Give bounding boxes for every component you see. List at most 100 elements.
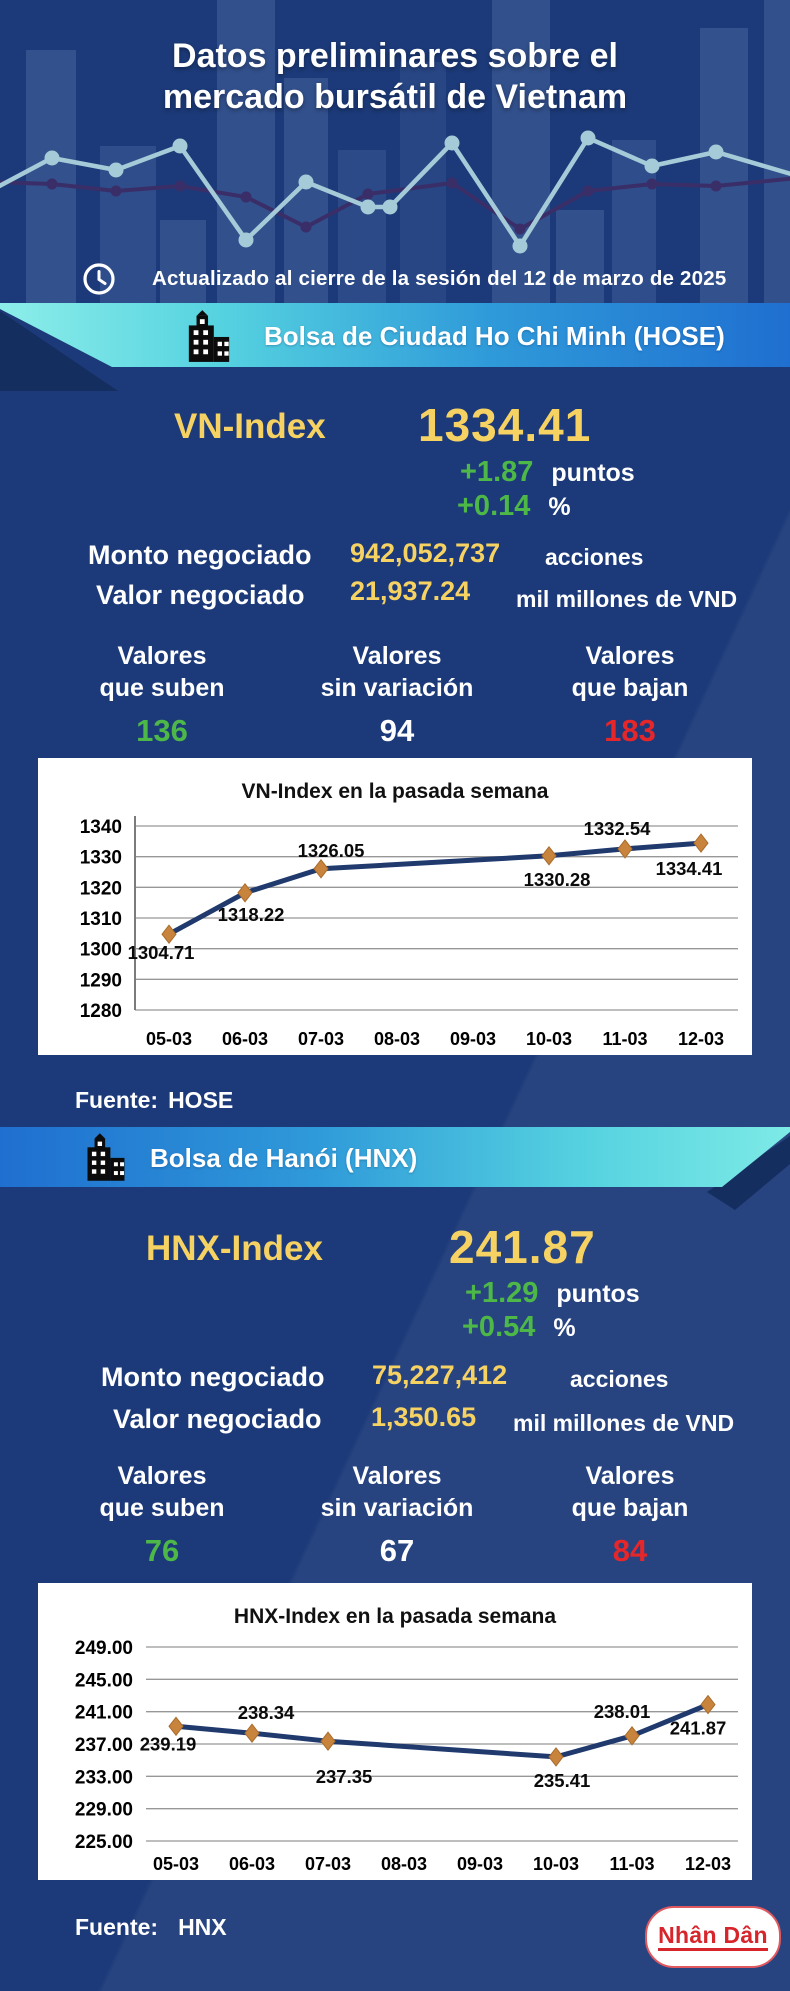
chart-line — [166, 840, 704, 937]
svg-text:241.00: 241.00 — [75, 1703, 133, 1724]
svg-text:11-03: 11-03 — [609, 1854, 654, 1874]
svg-text:1330: 1330 — [80, 848, 122, 869]
hnx-change-percent: +0.54 — [462, 1311, 536, 1343]
svg-text:10-03: 10-03 — [533, 1854, 579, 1874]
title-line-2: mercado bursátil de Vietnam — [162, 77, 628, 116]
source-value: HOSE — [168, 1087, 234, 1113]
hose-value-unit: mil millones de VND — [516, 586, 738, 612]
hose-advancers-count: 136 — [136, 713, 188, 748]
chart-marker — [313, 858, 329, 879]
svg-text:1340: 1340 — [80, 817, 122, 838]
hnx-decliners: Valores que bajan 84 — [520, 1460, 740, 1569]
source-label: Fuente: — [75, 1914, 159, 1940]
point-label: 238.34 — [238, 1702, 295, 1723]
hnx-value-label: Valor negociado — [113, 1404, 322, 1434]
vn-percent-unit: % — [548, 493, 571, 521]
svg-text:1280: 1280 — [80, 1001, 122, 1022]
svg-text:06-03: 06-03 — [229, 1854, 275, 1874]
hose-decliners: Valores que bajan 183 — [520, 640, 740, 749]
svg-text:05-03: 05-03 — [153, 1854, 199, 1874]
chart-svg: HNX-Index en la pasada semana 249.00 245.0… — [75, 1605, 738, 1874]
svg-text:249.00: 249.00 — [75, 1638, 133, 1659]
vn-index-chart: VN-Index en la pasada semana 1340 1330 1320… — [38, 758, 752, 1055]
hnx-index-label: HNX-Index — [146, 1229, 323, 1268]
point-label: 1332.54 — [584, 818, 652, 839]
vn-change-percent: +0.14 — [457, 490, 531, 522]
unchanged-label-2: sin variación — [320, 674, 474, 702]
advancers-label-2: que suben — [99, 1494, 225, 1522]
hose-banner: Bolsa de Ciudad Ho Chi Minh (HOSE) — [0, 303, 790, 367]
svg-text:09-03: 09-03 — [450, 1029, 496, 1049]
hnx-change-percent-row: +0.54 % — [462, 1311, 576, 1344]
hnx-change-points-row: +1.29 puntos — [465, 1277, 640, 1310]
header: Datos preliminares sobre el mercado burs… — [0, 0, 790, 303]
nhandan-logo: Nhân Dân — [645, 1906, 781, 1968]
point-label: 237.35 — [316, 1766, 373, 1787]
advancers-label-1: Valores — [117, 642, 207, 670]
hose-advancers: Valores que suben 136 — [52, 640, 272, 749]
point-label: 1330.28 — [524, 869, 591, 890]
source-value: HNX — [178, 1914, 227, 1940]
svg-text:08-03: 08-03 — [374, 1029, 420, 1049]
vn-change-points: +1.87 — [460, 456, 534, 488]
svg-text:08-03: 08-03 — [381, 1854, 427, 1874]
chart-marker — [624, 1725, 640, 1746]
advancers-label-1: Valores — [117, 1462, 207, 1490]
hose-value-value: 21,937.24 — [350, 576, 471, 606]
hnx-volume-label: Monto negociado — [101, 1362, 325, 1392]
point-label: 239.19 — [140, 1733, 197, 1754]
chart-marker — [320, 1731, 336, 1752]
hnx-unchanged: Valores sin variación 67 — [287, 1460, 507, 1569]
hnx-advancers-count: 76 — [144, 1533, 180, 1568]
chart-marker — [548, 1747, 564, 1767]
svg-text:1310: 1310 — [80, 909, 122, 930]
point-label: 238.01 — [594, 1701, 651, 1722]
page-title: Datos preliminares sobre el mercado burs… — [0, 36, 790, 118]
hnx-value-unit: mil millones de VND — [513, 1410, 735, 1436]
point-label: 235.41 — [534, 1770, 591, 1791]
vn-index-label: VN-Index — [174, 407, 326, 446]
chart-marker — [693, 833, 709, 853]
building-icon — [188, 310, 230, 362]
hose-decliners-count: 183 — [604, 713, 656, 748]
decliners-label-2: que bajan — [571, 1494, 689, 1522]
chart-marker — [541, 845, 557, 866]
advancers-label-2: que suben — [99, 674, 225, 702]
hose-volume-label: Monto negociado — [88, 540, 312, 570]
svg-text:07-03: 07-03 — [298, 1029, 344, 1049]
hnx-source: Fuente: HNX — [75, 1914, 227, 1941]
svg-text:12-03: 12-03 — [685, 1854, 731, 1874]
svg-text:1300: 1300 — [80, 940, 122, 961]
update-text: Actualizado al cierre de la sesión del 1… — [152, 267, 727, 290]
svg-text:237.00: 237.00 — [75, 1735, 133, 1756]
vn-change-percent-row: +0.14 % — [457, 490, 571, 523]
hnx-index-chart: HNX-Index en la pasada semana 249.00 245.0… — [38, 1583, 752, 1880]
svg-text:11-03: 11-03 — [602, 1029, 647, 1049]
chart-svg: VN-Index en la pasada semana 1340 1330 1320… — [80, 780, 738, 1049]
svg-text:1320: 1320 — [80, 878, 122, 899]
hose-volume-value: 942,052,737 — [350, 538, 501, 568]
svg-text:06-03: 06-03 — [222, 1029, 268, 1049]
chart-line — [173, 1702, 711, 1760]
hose-unchanged: Valores sin variación 94 — [287, 640, 507, 749]
vn-index-value: 1334.41 — [418, 399, 592, 451]
hnx-volume-value: 75,227,412 — [372, 1360, 508, 1390]
chart-marker — [168, 1716, 184, 1737]
unchanged-label-2: sin variación — [320, 1494, 474, 1522]
hnx-value-value: 1,350.65 — [371, 1402, 477, 1432]
update-row: Actualizado al cierre de la sesión del 1… — [82, 262, 726, 296]
hnx-banner-title: Bolsa de Hanói (HNX) — [150, 1143, 418, 1173]
hose-source: Fuente: HOSE — [75, 1087, 233, 1114]
decorative-chart-background — [0, 0, 790, 303]
unchanged-label-1: Valores — [352, 642, 442, 670]
svg-text:225.00: 225.00 — [75, 1832, 133, 1853]
hnx-banner: Bolsa de Hanói (HNX) — [0, 1127, 790, 1187]
svg-text:229.00: 229.00 — [75, 1800, 133, 1821]
hose-unchanged-count: 94 — [379, 713, 415, 748]
building-icon — [87, 1133, 125, 1181]
hose-banner-title: Bolsa de Ciudad Ho Chi Minh (HOSE) — [264, 321, 725, 351]
decliners-label-1: Valores — [585, 642, 675, 670]
vn-points-unit: puntos — [551, 459, 635, 487]
svg-text:1290: 1290 — [80, 970, 122, 991]
